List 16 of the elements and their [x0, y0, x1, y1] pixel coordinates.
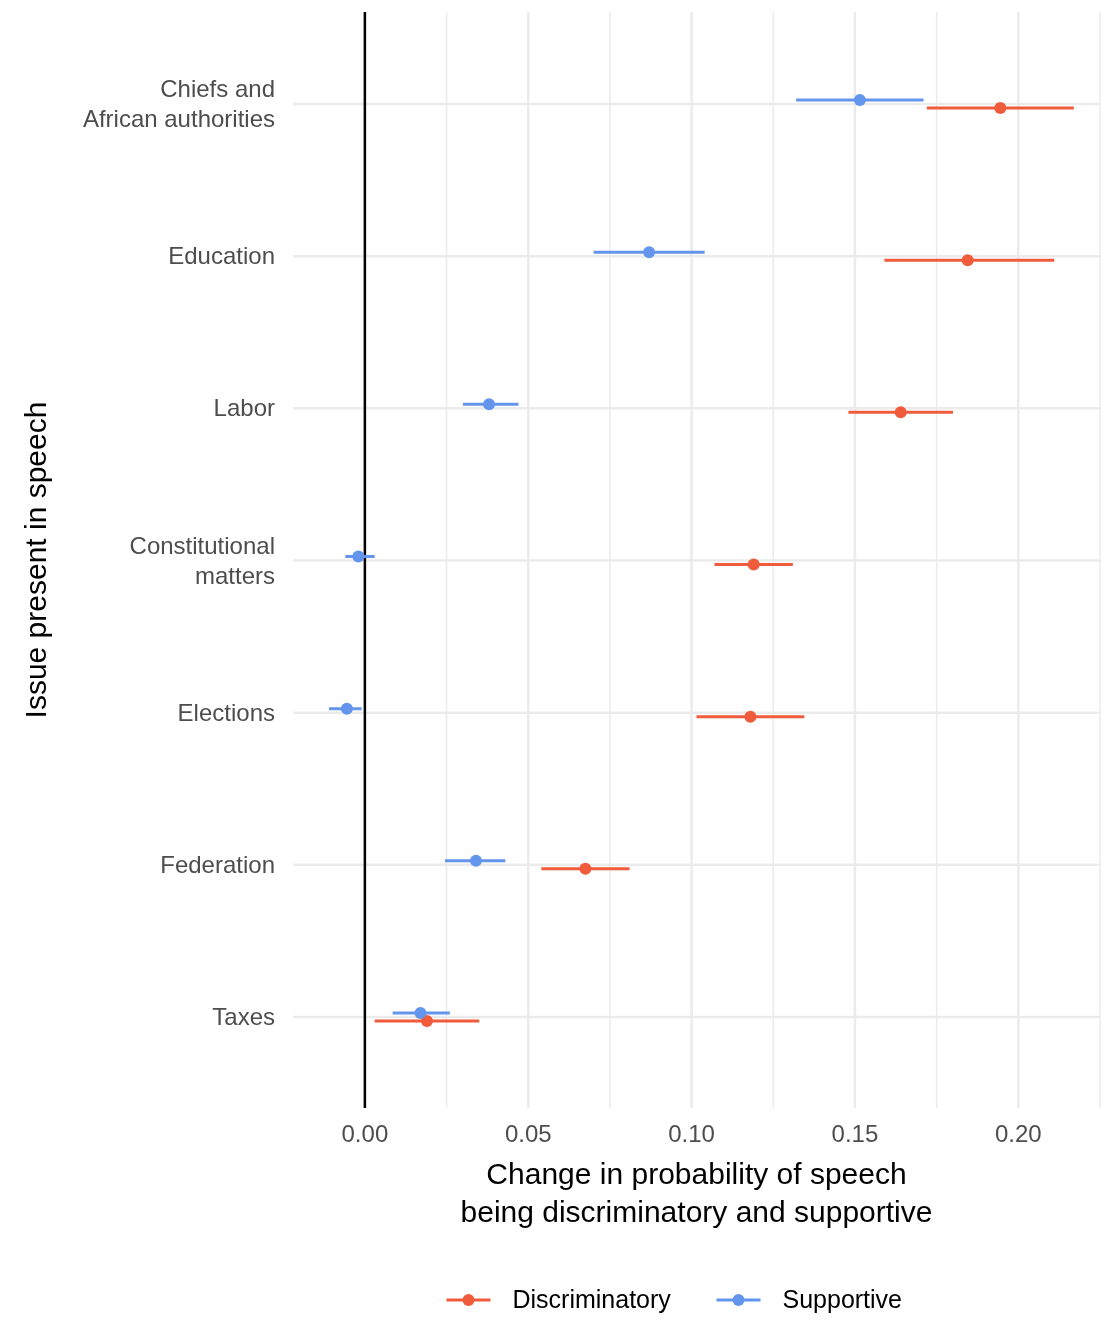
y-axis-title: Issue present in speech — [19, 401, 52, 719]
y-tick-label: Elections — [177, 698, 275, 726]
x-tick-label: 0.15 — [831, 1120, 879, 1147]
x-tick-label: 0.20 — [994, 1120, 1042, 1147]
y-tick-label: Education — [168, 242, 275, 270]
y-tick-label: Taxes — [212, 1003, 275, 1030]
x-tick-label: 0.05 — [504, 1120, 552, 1147]
y-tick-label: Federation — [160, 850, 275, 878]
y-tick-label: Labor — [213, 394, 275, 422]
y-tick-label: Chiefs and African authorities — [82, 75, 275, 132]
x-axis-title: Change in probability of speech being discriminatory and supportive — [460, 1157, 933, 1228]
legend-label: Supportive — [782, 1285, 903, 1313]
x-tick-label: 0.10 — [668, 1120, 715, 1147]
x-tick-label: 0.00 — [341, 1120, 389, 1147]
y-tick-label: Constitutional matters — [129, 531, 275, 589]
legend-label: Discriminatory — [512, 1285, 672, 1313]
